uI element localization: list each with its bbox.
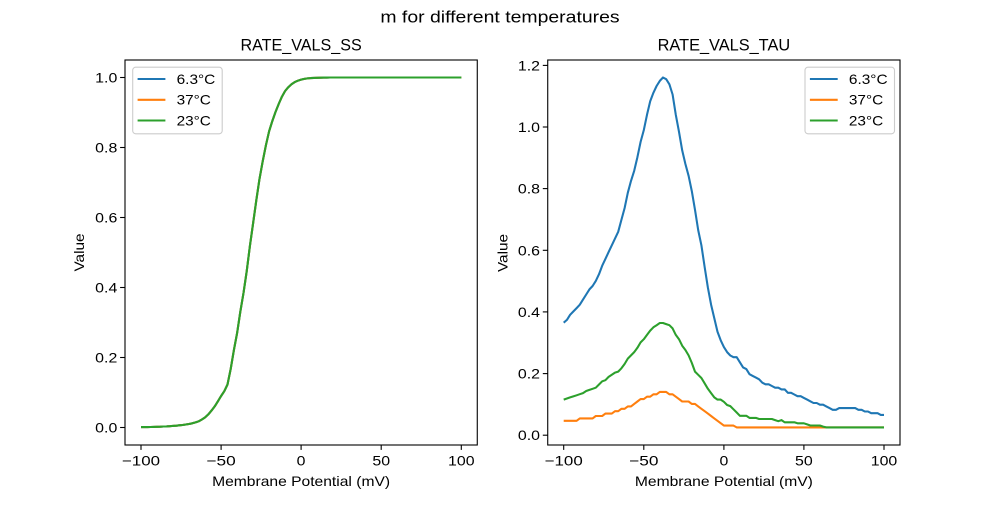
svg-text:−100: −100: [122, 452, 160, 468]
svg-text:6.3°C: 6.3°C: [849, 71, 888, 87]
svg-text:−100: −100: [545, 452, 583, 468]
svg-text:0.0: 0.0: [95, 420, 117, 436]
svg-text:−50: −50: [629, 452, 659, 468]
svg-text:1.2: 1.2: [518, 57, 540, 73]
svg-text:0: 0: [720, 452, 729, 468]
svg-text:1.0: 1.0: [518, 119, 540, 135]
svg-text:37°C: 37°C: [849, 92, 883, 108]
svg-text:0.8: 0.8: [518, 181, 540, 197]
svg-text:0: 0: [297, 452, 306, 468]
svg-text:6.3°C: 6.3°C: [177, 71, 216, 87]
svg-text:0.2: 0.2: [95, 350, 117, 366]
svg-text:37°C: 37°C: [177, 92, 211, 108]
svg-text:0.0: 0.0: [518, 427, 540, 443]
svg-text:Value: Value: [495, 234, 511, 272]
svg-text:0.4: 0.4: [95, 280, 117, 296]
svg-text:23°C: 23°C: [177, 113, 211, 129]
svg-text:50: 50: [795, 452, 813, 468]
svg-text:0.6: 0.6: [518, 242, 540, 258]
svg-text:Membrane Potential (mV): Membrane Potential (mV): [635, 473, 813, 489]
svg-text:RATE_VALS_TAU: RATE_VALS_TAU: [658, 36, 791, 55]
svg-text:Value: Value: [71, 233, 87, 271]
svg-text:Membrane Potential (mV): Membrane Potential (mV): [212, 473, 390, 489]
svg-text:100: 100: [871, 452, 898, 468]
svg-text:23°C: 23°C: [849, 113, 883, 129]
svg-text:50: 50: [372, 452, 390, 468]
svg-text:0.2: 0.2: [518, 366, 540, 382]
svg-text:0.4: 0.4: [518, 304, 540, 320]
svg-text:m for different temperatures: m for different temperatures: [380, 8, 619, 27]
svg-text:0.6: 0.6: [95, 210, 117, 226]
svg-text:1.0: 1.0: [95, 70, 117, 86]
svg-text:0.8: 0.8: [95, 140, 117, 156]
svg-text:−50: −50: [206, 452, 236, 468]
svg-text:RATE_VALS_SS: RATE_VALS_SS: [241, 36, 362, 55]
svg-text:100: 100: [448, 452, 475, 468]
